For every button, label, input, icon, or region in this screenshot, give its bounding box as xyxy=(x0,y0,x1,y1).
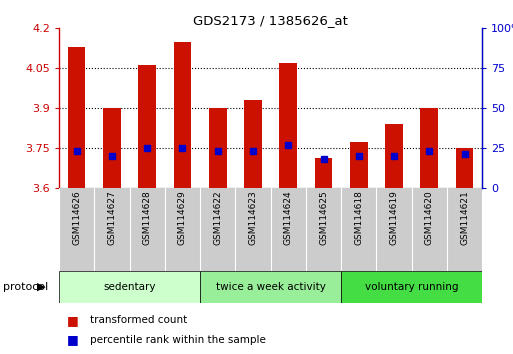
Text: GSM114621: GSM114621 xyxy=(460,190,469,245)
Text: voluntary running: voluntary running xyxy=(365,282,459,292)
Text: GSM114619: GSM114619 xyxy=(389,190,399,245)
Text: transformed count: transformed count xyxy=(90,315,187,325)
Bar xyxy=(421,108,438,188)
Bar xyxy=(209,108,227,188)
Text: percentile rank within the sample: percentile rank within the sample xyxy=(90,335,266,345)
Text: twice a week activity: twice a week activity xyxy=(215,282,326,292)
Bar xyxy=(200,271,341,303)
Text: GSM114627: GSM114627 xyxy=(107,190,116,245)
Text: ▶: ▶ xyxy=(37,282,46,292)
Text: GSM114626: GSM114626 xyxy=(72,190,81,245)
Text: ■: ■ xyxy=(67,314,78,327)
Text: protocol: protocol xyxy=(3,282,48,292)
Text: GSM114623: GSM114623 xyxy=(248,190,258,245)
Text: GSM114622: GSM114622 xyxy=(213,190,222,245)
Text: GSM114624: GSM114624 xyxy=(284,190,293,245)
Bar xyxy=(173,42,191,188)
Bar xyxy=(68,47,86,188)
Bar xyxy=(350,143,368,188)
Bar xyxy=(103,108,121,188)
Bar xyxy=(139,65,156,188)
Text: GSM114618: GSM114618 xyxy=(354,190,363,245)
Text: GSM114620: GSM114620 xyxy=(425,190,434,245)
Bar xyxy=(385,124,403,188)
Text: sedentary: sedentary xyxy=(103,282,156,292)
Bar xyxy=(341,271,482,303)
Text: GSM114629: GSM114629 xyxy=(178,190,187,245)
Text: GSM114628: GSM114628 xyxy=(143,190,152,245)
Bar xyxy=(59,271,200,303)
Text: GSM114625: GSM114625 xyxy=(319,190,328,245)
Bar xyxy=(244,100,262,188)
Bar xyxy=(280,63,297,188)
Bar xyxy=(314,159,332,188)
Text: ■: ■ xyxy=(67,333,78,346)
Title: GDS2173 / 1385626_at: GDS2173 / 1385626_at xyxy=(193,14,348,27)
Bar xyxy=(456,148,473,188)
